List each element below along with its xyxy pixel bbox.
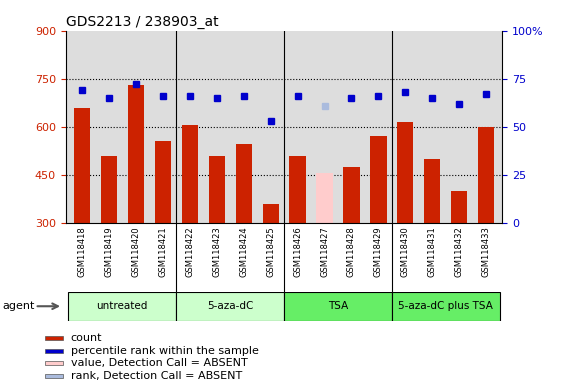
- Text: GSM118428: GSM118428: [347, 226, 356, 277]
- Bar: [343, 167, 360, 223]
- Bar: [235, 144, 252, 223]
- Text: value, Detection Call = ABSENT: value, Detection Call = ABSENT: [71, 358, 248, 368]
- Text: GSM118425: GSM118425: [266, 226, 275, 277]
- Text: GSM118420: GSM118420: [131, 226, 140, 277]
- Bar: [284, 292, 392, 321]
- Bar: [155, 141, 171, 223]
- Text: GSM118432: GSM118432: [455, 226, 464, 277]
- Text: GSM118426: GSM118426: [293, 226, 302, 277]
- Bar: [392, 292, 500, 321]
- Bar: [45, 374, 63, 378]
- Text: untreated: untreated: [96, 301, 148, 311]
- Bar: [182, 125, 198, 223]
- Text: GSM118423: GSM118423: [212, 226, 221, 277]
- Text: GSM118431: GSM118431: [428, 226, 437, 277]
- Bar: [316, 173, 332, 223]
- Text: GSM118429: GSM118429: [374, 226, 383, 277]
- Bar: [69, 292, 176, 321]
- Text: GSM118427: GSM118427: [320, 226, 329, 277]
- Text: percentile rank within the sample: percentile rank within the sample: [71, 346, 259, 356]
- Text: GSM118424: GSM118424: [239, 226, 248, 277]
- Text: rank, Detection Call = ABSENT: rank, Detection Call = ABSENT: [71, 371, 242, 381]
- Text: GSM118418: GSM118418: [77, 226, 86, 277]
- Bar: [45, 336, 63, 340]
- Bar: [128, 85, 144, 223]
- Bar: [478, 127, 494, 223]
- Bar: [74, 108, 90, 223]
- Text: GSM118421: GSM118421: [158, 226, 167, 277]
- Bar: [371, 136, 387, 223]
- Text: TSA: TSA: [328, 301, 348, 311]
- Bar: [45, 361, 63, 365]
- Text: GSM118433: GSM118433: [482, 226, 491, 277]
- Text: 5-aza-dC plus TSA: 5-aza-dC plus TSA: [399, 301, 493, 311]
- Text: GSM118430: GSM118430: [401, 226, 410, 277]
- Bar: [289, 156, 305, 223]
- Bar: [208, 156, 225, 223]
- Bar: [263, 204, 279, 223]
- Text: agent: agent: [3, 301, 35, 311]
- Text: 5-aza-dC: 5-aza-dC: [207, 301, 254, 311]
- Bar: [451, 191, 468, 223]
- Bar: [397, 122, 413, 223]
- Text: GSM118419: GSM118419: [104, 226, 113, 277]
- Text: GDS2213 / 238903_at: GDS2213 / 238903_at: [66, 15, 218, 29]
- Text: GSM118422: GSM118422: [185, 226, 194, 277]
- Bar: [176, 292, 284, 321]
- Text: count: count: [71, 333, 102, 343]
- Bar: [424, 159, 440, 223]
- Bar: [45, 349, 63, 353]
- Bar: [100, 156, 117, 223]
